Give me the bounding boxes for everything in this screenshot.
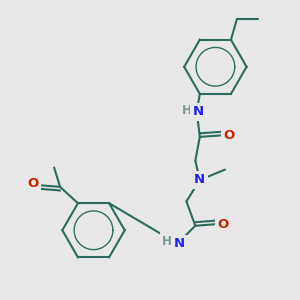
Text: O: O: [217, 218, 229, 231]
Text: N: N: [193, 105, 204, 118]
Text: N: N: [194, 173, 205, 187]
Text: O: O: [28, 177, 39, 190]
Text: H: H: [162, 235, 172, 248]
Text: H: H: [182, 104, 191, 117]
Text: N: N: [173, 237, 184, 250]
Text: O: O: [223, 129, 235, 142]
